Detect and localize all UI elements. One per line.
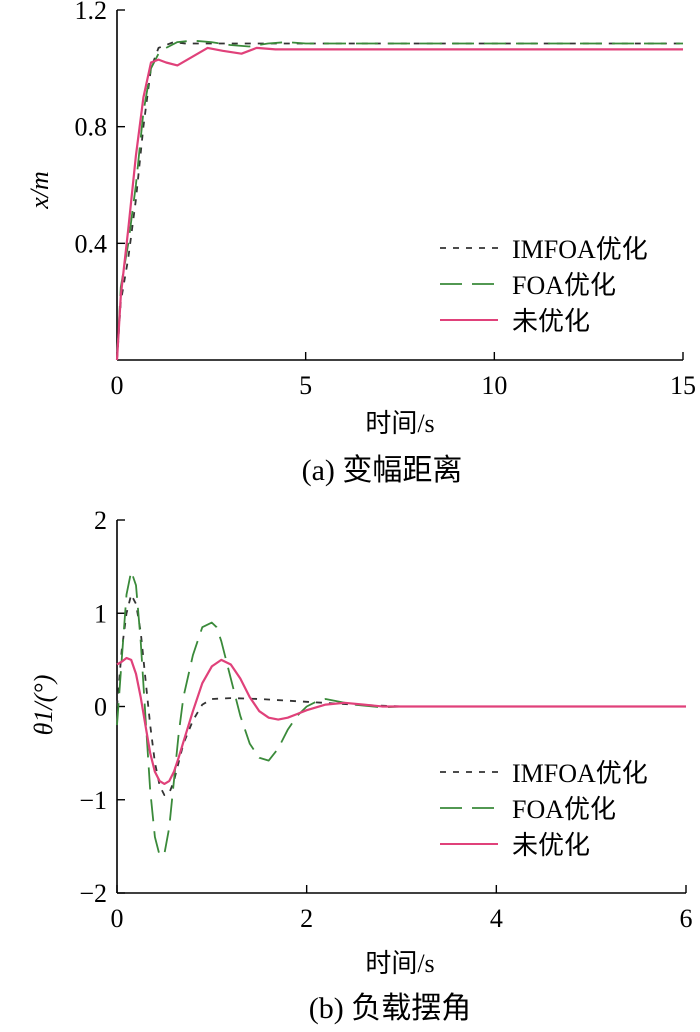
chart-a-series-lines xyxy=(115,39,683,361)
chart-b-series-line-2 xyxy=(116,570,686,857)
chart-a-x-tick-label: 15 xyxy=(670,371,696,400)
chart-b-x-tick-label: 6 xyxy=(680,904,693,933)
chart-a-series-line-2 xyxy=(116,39,683,361)
chart-a-y-tick-label: 0.8 xyxy=(75,113,108,142)
chart-b-x-tick-label: 0 xyxy=(111,904,124,933)
chart-b-y-tick-label: 1 xyxy=(94,599,107,628)
chart-b-x-tick-label: 2 xyxy=(300,904,313,933)
chart-a-y-label: x/m xyxy=(25,171,54,210)
chart-a-y-tick-label: 1.2 xyxy=(75,0,108,25)
chart-b-y-tick-label: 2 xyxy=(94,506,107,535)
chart-b-series-line-3 xyxy=(116,656,686,786)
chart-b-legend-label: IMFOA优化 xyxy=(512,759,648,788)
chart-a-y-tick-label: 0.4 xyxy=(75,229,108,258)
chart-a-axes xyxy=(116,10,683,361)
chart-b-y-label: θ1/(°) xyxy=(29,675,58,736)
chart-b-x-ticks: 0 2 4 6 xyxy=(111,885,693,933)
chart-a-y-ticks: 0.4 0.8 1.2 xyxy=(75,0,125,258)
chart-b-x-tick-label: 4 xyxy=(490,904,503,933)
chart-b-y-tick-label: −2 xyxy=(79,879,107,908)
chart-a-caption: (a) 变幅距离 xyxy=(302,454,463,487)
chart-b-series-lines xyxy=(116,570,686,857)
chart-a-x-label: 时间/s xyxy=(365,409,434,438)
chart-a-series-line-1 xyxy=(116,41,683,361)
chart-a-legend-label: FOA优化 xyxy=(512,271,616,300)
chart-a-series-line-3 xyxy=(115,46,683,361)
chart-b-y-ticks: 2 1 0 −1 −2 xyxy=(79,506,125,908)
chart-a-x-tick-label: 5 xyxy=(299,371,312,400)
chart-b-x-label: 时间/s xyxy=(365,949,434,978)
chart-b-legend-label: 未优化 xyxy=(512,831,590,860)
chart-b-y-tick-label: −1 xyxy=(79,786,107,815)
chart-a-legend-label: IMFOA优化 xyxy=(512,235,648,264)
chart-b-legend-label: FOA优化 xyxy=(512,795,616,824)
chart-a-x-tick-label: 0 xyxy=(111,371,124,400)
chart-a-x-ticks: 0 5 10 15 xyxy=(111,352,696,400)
chart-a-legend-label: 未优化 xyxy=(512,307,590,336)
chart-b-series-line-1 xyxy=(116,593,686,796)
chart-b-y-tick-label: 0 xyxy=(94,693,107,722)
chart-a-x-tick-label: 10 xyxy=(481,371,507,400)
chart-b-caption: (b) 负载摆角 xyxy=(309,992,471,1025)
